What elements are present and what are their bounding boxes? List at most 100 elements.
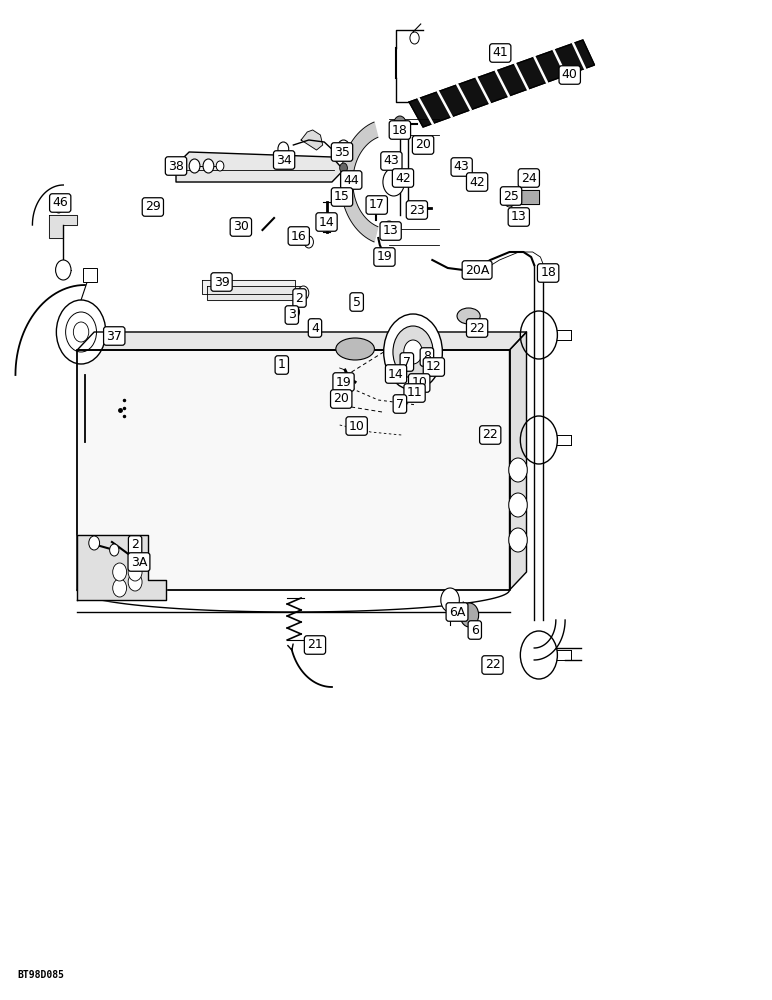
Circle shape (298, 286, 309, 300)
Circle shape (509, 458, 527, 482)
Text: 29: 29 (145, 200, 161, 214)
Polygon shape (340, 122, 378, 242)
Text: 20: 20 (415, 138, 431, 151)
Text: 18: 18 (540, 266, 556, 279)
Circle shape (55, 203, 63, 213)
Polygon shape (176, 152, 344, 182)
Circle shape (460, 603, 479, 627)
Circle shape (394, 116, 406, 132)
Circle shape (404, 340, 422, 364)
Circle shape (383, 221, 395, 237)
Polygon shape (77, 350, 510, 590)
Circle shape (203, 159, 214, 173)
Circle shape (509, 493, 527, 517)
Text: 7: 7 (396, 397, 404, 410)
Circle shape (128, 563, 142, 581)
Text: 5: 5 (353, 296, 361, 308)
Polygon shape (301, 130, 323, 150)
Text: 46: 46 (52, 196, 68, 210)
Text: 20A: 20A (465, 263, 489, 276)
Text: 13: 13 (383, 225, 398, 237)
Text: 12: 12 (426, 360, 442, 373)
Circle shape (128, 573, 142, 591)
Text: 10: 10 (349, 420, 364, 432)
Circle shape (309, 319, 318, 331)
Text: 14: 14 (388, 367, 404, 380)
Circle shape (337, 140, 350, 156)
Text: 22: 22 (485, 658, 500, 672)
Polygon shape (409, 40, 594, 127)
Circle shape (56, 300, 106, 364)
Text: 25: 25 (503, 190, 519, 202)
Text: 19: 19 (336, 375, 351, 388)
Circle shape (113, 563, 127, 581)
Circle shape (441, 588, 459, 612)
Text: 23: 23 (409, 204, 425, 217)
Text: 14: 14 (319, 216, 334, 229)
Polygon shape (49, 215, 77, 238)
Text: 3A: 3A (130, 556, 147, 568)
Circle shape (89, 536, 100, 550)
Circle shape (296, 230, 306, 242)
Text: 2: 2 (296, 292, 303, 304)
Circle shape (278, 142, 289, 156)
Text: 22: 22 (469, 322, 485, 334)
Text: 41: 41 (493, 46, 508, 60)
Text: 43: 43 (384, 154, 399, 167)
Text: 3: 3 (288, 308, 296, 322)
Text: 38: 38 (168, 159, 184, 172)
Circle shape (66, 312, 96, 352)
Text: 30: 30 (233, 221, 249, 233)
Text: 42: 42 (395, 172, 411, 184)
Circle shape (504, 193, 515, 207)
Text: 11: 11 (407, 386, 422, 399)
Circle shape (340, 163, 347, 173)
Circle shape (509, 528, 527, 552)
Circle shape (73, 322, 89, 342)
Text: 4: 4 (311, 322, 319, 334)
Circle shape (393, 326, 433, 378)
Bar (83, 268, 96, 282)
Text: 6: 6 (471, 624, 479, 637)
Text: 42: 42 (469, 176, 485, 188)
Text: 19: 19 (377, 250, 392, 263)
Polygon shape (202, 280, 295, 294)
Circle shape (383, 168, 405, 196)
Circle shape (384, 314, 442, 390)
Text: 10: 10 (411, 376, 427, 389)
Text: 16: 16 (291, 230, 306, 242)
Text: 6A: 6A (449, 605, 466, 618)
Polygon shape (77, 535, 166, 600)
Text: 15: 15 (334, 190, 350, 204)
Circle shape (290, 306, 300, 318)
Text: 43: 43 (454, 160, 469, 174)
Text: 1: 1 (278, 359, 286, 371)
Circle shape (216, 161, 224, 171)
Text: 39: 39 (214, 275, 229, 288)
Circle shape (189, 159, 200, 173)
Text: 2: 2 (131, 538, 139, 552)
Text: 17: 17 (369, 198, 384, 212)
Text: 34: 34 (276, 153, 292, 166)
Text: 8: 8 (423, 351, 431, 363)
Text: 22: 22 (482, 428, 498, 442)
Text: 21: 21 (307, 639, 323, 652)
Text: 13: 13 (511, 211, 527, 224)
Text: 20: 20 (334, 392, 349, 406)
Text: 40: 40 (562, 68, 577, 82)
Text: 7: 7 (403, 356, 411, 368)
Polygon shape (510, 332, 527, 590)
Circle shape (304, 236, 313, 248)
Polygon shape (77, 332, 527, 350)
Circle shape (56, 260, 71, 280)
Circle shape (110, 544, 119, 556)
Circle shape (113, 579, 127, 597)
Ellipse shape (457, 308, 480, 324)
Text: 44: 44 (344, 174, 359, 186)
Text: BT98D085: BT98D085 (17, 970, 64, 980)
Text: 18: 18 (392, 123, 408, 136)
Text: 35: 35 (334, 145, 350, 158)
Ellipse shape (336, 338, 374, 360)
Text: 37: 37 (107, 330, 122, 342)
Text: 24: 24 (521, 172, 537, 184)
